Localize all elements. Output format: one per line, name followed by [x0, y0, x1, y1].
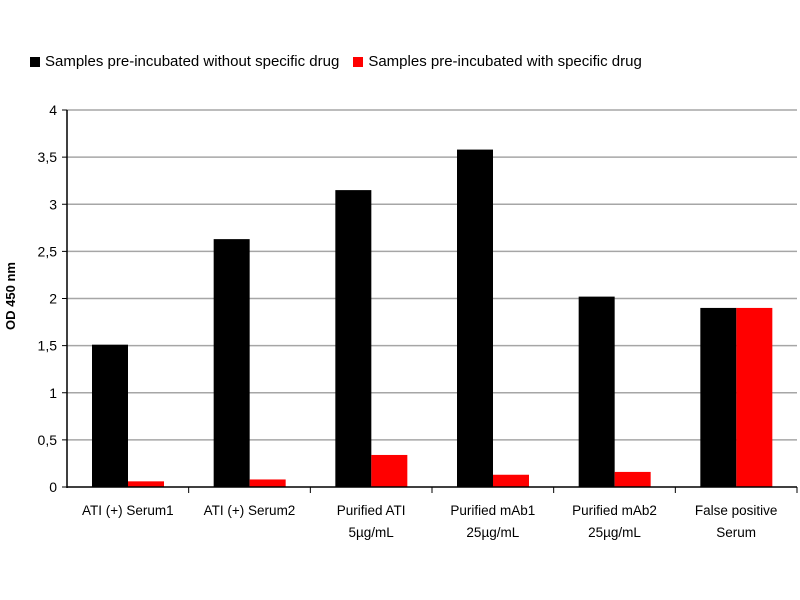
y-tick-label: 0,5: [38, 432, 58, 448]
x-category-label: Purified ATI: [337, 503, 406, 518]
legend-item-with-drug: Samples pre-incubated with specific drug: [353, 53, 642, 70]
y-tick-label: 2,5: [38, 243, 58, 259]
x-category-label: 25µg/mL: [466, 525, 519, 540]
x-category-label: False positive: [695, 503, 778, 518]
bar-with-drug: [493, 474, 529, 487]
y-tick-label: 3: [49, 196, 57, 212]
legend-label: Samples pre-incubated without specific d…: [45, 53, 340, 70]
x-category-label: 25µg/mL: [588, 525, 641, 540]
y-tick-label: 4: [49, 102, 57, 118]
bar-without-drug: [92, 344, 128, 487]
y-tick-label: 3,5: [38, 149, 58, 165]
x-category-label: ATI (+) Serum1: [82, 503, 174, 518]
bar-without-drug: [578, 296, 615, 487]
bar-without-drug: [700, 307, 737, 487]
y-axis-label: OD 450 nm: [3, 262, 18, 330]
x-category-label: 5µg/mL: [349, 525, 395, 540]
y-tick-label: 0: [49, 479, 57, 495]
y-tick-label: 1: [49, 385, 57, 401]
bar-with-drug: [128, 481, 164, 487]
bar-with-drug: [614, 471, 651, 487]
bar-with-drug: [249, 479, 286, 487]
bar-without-drug: [213, 239, 250, 487]
legend-swatch-red: [353, 56, 364, 67]
legend-label: Samples pre-incubated with specific drug: [368, 53, 642, 70]
bar-with-drug: [736, 307, 773, 487]
y-tick-label: 2: [49, 291, 57, 307]
bar-without-drug: [457, 149, 493, 487]
bar-without-drug: [335, 190, 372, 488]
x-category-label: Purified mAb2: [572, 503, 657, 518]
legend-item-without-drug: Samples pre-incubated without specific d…: [30, 53, 339, 70]
x-category-label: Serum: [716, 525, 756, 540]
legend-swatch-black: [30, 56, 40, 67]
bar-with-drug: [371, 454, 408, 487]
legend: Samples pre-incubated without specific d…: [30, 53, 656, 70]
y-tick-label: 1,5: [38, 338, 58, 354]
x-category-label: ATI (+) Serum2: [204, 503, 296, 518]
x-category-label: Purified mAb1: [450, 503, 535, 518]
